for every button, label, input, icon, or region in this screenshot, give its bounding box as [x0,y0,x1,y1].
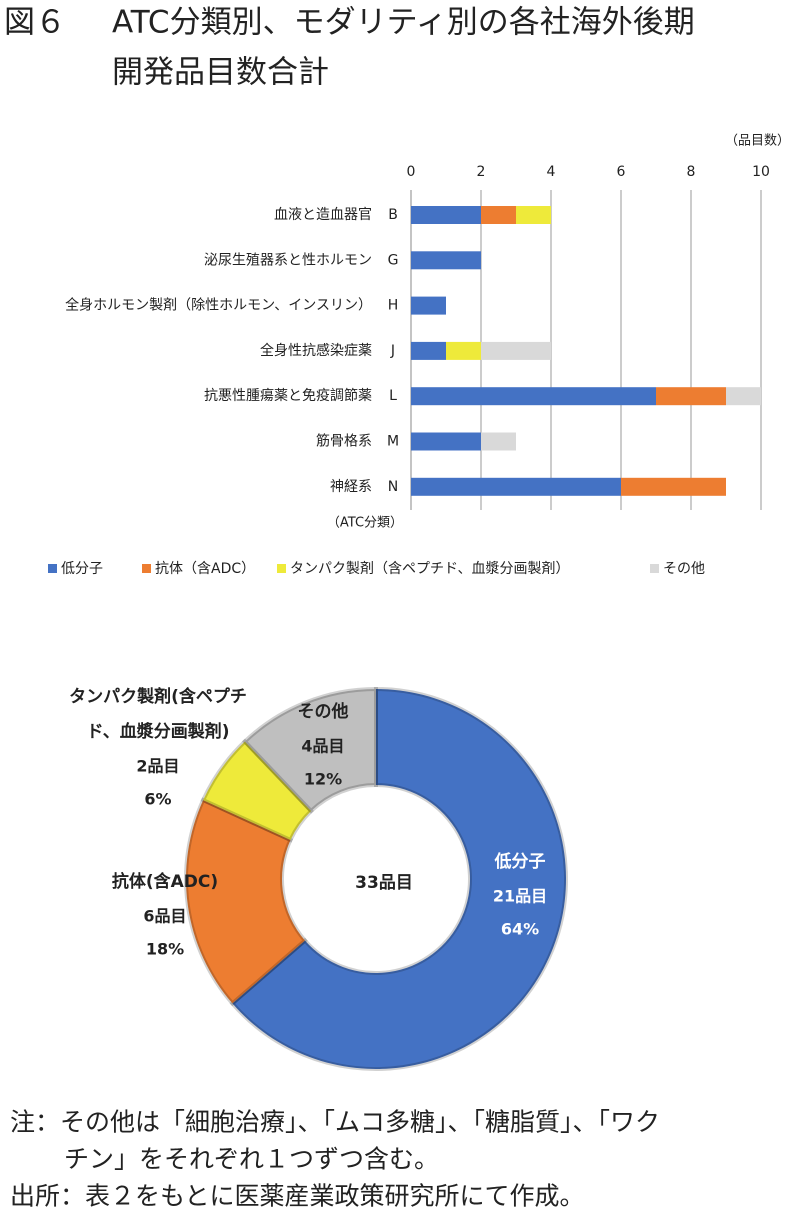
bar-segment [411,251,481,270]
x-tick-label: 10 [752,164,770,180]
bar-segment [411,432,481,451]
category-label: 筋骨格系 [316,433,372,450]
slice-label: タンパク製剤(含ペプチ [69,686,247,707]
center-label: 33品目 [355,873,413,893]
figure-number: 図６ [4,5,66,41]
bar-segment [516,206,551,224]
x-tick-label: 8 [687,164,696,180]
bar-segment [621,477,726,496]
bar-segment [411,206,481,224]
category-code: J [390,343,395,359]
slice-label: その他 [298,701,349,722]
bar-segment [411,341,446,360]
category-code: L [389,388,397,404]
category-code: M [387,434,399,450]
note-line: チン」をそれぞれ１つずつ含む。 [64,1145,439,1174]
category-label: 全身ホルモン製剤（除性ホルモン、インスリン） [65,297,372,314]
category-code: B [388,207,398,223]
bar-segment [411,477,621,496]
donut-slice [200,738,314,843]
bar-segment [481,206,516,224]
x-tick-label: 4 [547,164,556,180]
legend-label: 抗体（含ADC） [155,561,255,577]
legend-label: その他 [663,561,705,577]
legend-label: 低分子 [61,561,103,577]
legend-marker [142,564,151,573]
bar-segment [411,387,656,406]
slice-value: 21品目 [493,887,547,906]
note-line: 出所：表２をもとに医薬産業政策研究所にて作成。 [10,1182,585,1211]
bar-segment [726,387,761,406]
x-tick-label: 0 [407,164,416,180]
x-tick-label: 6 [617,164,626,180]
category-label: 抗悪性腫瘍薬と免疫調節薬 [204,387,372,404]
slice-percent: 6% [144,790,171,809]
bar-segment [481,432,516,451]
donut-slice [242,686,378,814]
donut-slice [229,686,568,1071]
category-label: 血液と造血器官 [274,207,372,223]
title-line: 開発品目数合計 [112,55,329,91]
category-code: G [388,252,399,268]
category-label: 全身性抗感染症薬 [260,342,372,359]
slice-percent: 64% [501,920,539,939]
slice-value: 4品目 [301,737,344,756]
slice-percent: 12% [304,770,342,789]
slice-label: ド、血漿分画製剤) [86,721,229,742]
bar-segment [446,341,481,360]
bar-segment [481,341,551,360]
x-unit: （品目数） [725,134,790,149]
bar-segment [411,296,446,315]
category-label: 神経系 [330,479,372,495]
donut-slice [184,797,308,1007]
note-line: 注：その他は「細胞治療」、「ムコ多糖」、「糖脂質」、「ワク [10,1108,660,1137]
x-tick-label: 2 [477,164,486,180]
category-code: N [388,479,398,495]
slice-label: 抗体(含ADC) [112,871,218,892]
slice-value: 2品目 [136,757,179,776]
slice-label: 低分子 [494,851,546,872]
legend-marker [48,564,57,573]
y-axis-label: （ATC分類） [327,516,403,531]
title-line: ATC分類別、モダリティ別の各社海外後期 [112,5,695,41]
legend-marker [277,564,286,573]
slice-value: 6品目 [143,907,186,926]
legend-label: タンパク製剤（含ペプチド、血漿分画製剤） [290,561,569,577]
legend-marker [650,564,659,573]
slice-percent: 18% [146,940,184,959]
bar-segment [656,387,726,406]
category-label: 泌尿生殖器系と性ホルモン [204,251,372,268]
category-code: H [388,298,399,314]
